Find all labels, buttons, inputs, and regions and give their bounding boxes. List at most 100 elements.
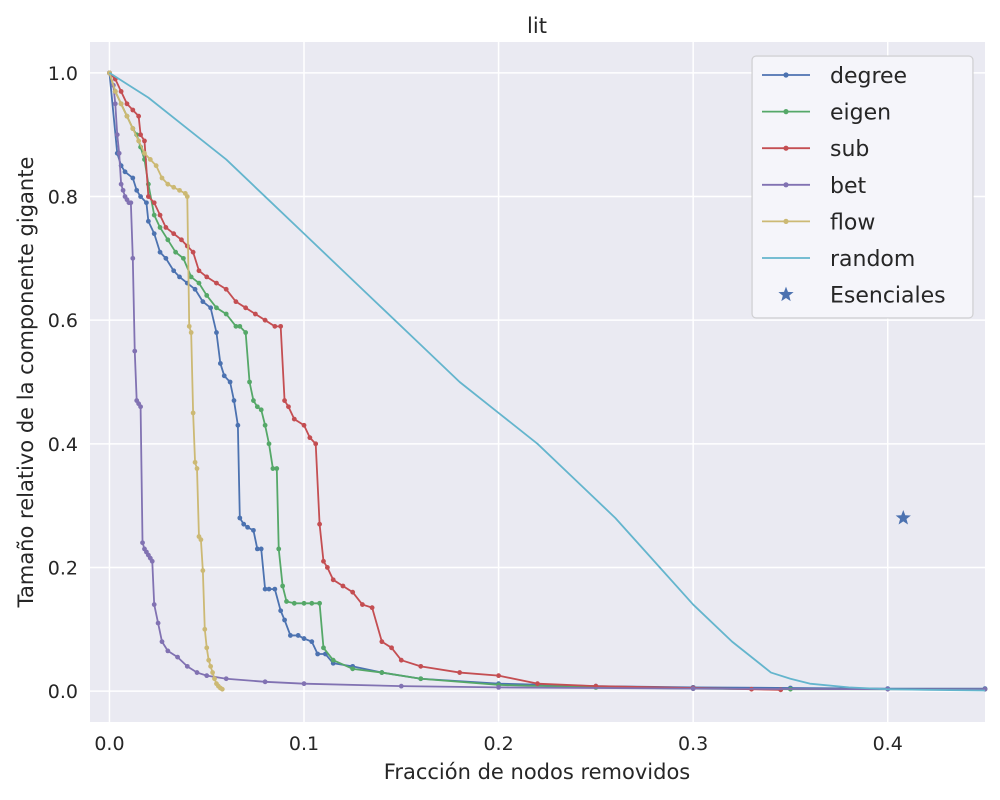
data-point xyxy=(262,679,268,685)
data-point xyxy=(315,651,321,657)
data-point xyxy=(202,626,208,632)
data-point xyxy=(317,600,322,606)
data-point xyxy=(233,299,239,305)
series-line xyxy=(108,72,986,692)
data-point xyxy=(165,648,171,654)
y-tick-label: 0.2 xyxy=(48,557,78,579)
data-point xyxy=(266,586,272,592)
data-point xyxy=(274,466,280,471)
data-point xyxy=(330,657,336,663)
data-point xyxy=(262,317,268,323)
x-tick-label: 0.0 xyxy=(94,733,124,755)
data-point xyxy=(112,101,118,107)
series-esenciales xyxy=(895,510,911,525)
data-point xyxy=(190,249,196,255)
data-point xyxy=(262,586,268,592)
data-point xyxy=(321,558,326,564)
data-point xyxy=(184,663,190,669)
data-point xyxy=(496,684,501,690)
data-point xyxy=(359,602,365,607)
data-point xyxy=(350,666,356,672)
data-point xyxy=(291,416,297,422)
series-sub xyxy=(107,70,784,693)
data-point xyxy=(317,521,322,527)
data-point xyxy=(233,323,239,329)
data-point xyxy=(145,218,151,224)
data-point xyxy=(198,537,204,543)
data-point xyxy=(204,293,210,298)
data-point xyxy=(254,404,260,410)
data-point xyxy=(149,558,155,564)
data-point xyxy=(204,645,210,651)
data-point xyxy=(235,422,241,428)
data-point xyxy=(190,410,196,416)
data-point xyxy=(266,441,272,447)
data-point xyxy=(142,138,147,144)
data-point xyxy=(153,163,159,169)
data-point xyxy=(138,132,143,138)
legend-label: bet xyxy=(830,174,867,199)
data-point xyxy=(145,194,151,199)
data-point xyxy=(243,330,249,335)
data-point xyxy=(122,169,128,175)
data-point xyxy=(237,323,243,329)
data-point xyxy=(134,187,140,193)
data-point xyxy=(282,398,287,403)
data-point xyxy=(163,225,169,230)
data-point xyxy=(379,670,385,675)
data-point xyxy=(301,422,307,428)
data-point xyxy=(204,274,210,280)
data-point xyxy=(398,683,404,689)
legend: degree eigen sub bet flow random Esenciales xyxy=(751,55,974,319)
data-point xyxy=(186,323,192,329)
data-point xyxy=(196,268,202,274)
data-point xyxy=(118,101,124,107)
legend-item: bet xyxy=(762,174,867,199)
data-point xyxy=(173,249,179,255)
series-flow xyxy=(107,70,225,692)
y-tick-label: 0.4 xyxy=(48,434,78,456)
legend-marker xyxy=(783,218,789,224)
data-point xyxy=(214,330,219,335)
data-point xyxy=(350,589,356,595)
data-point xyxy=(278,323,284,329)
data-point xyxy=(262,422,268,428)
data-point xyxy=(120,187,126,193)
data-point xyxy=(171,184,177,190)
data-point xyxy=(286,404,291,410)
data-point xyxy=(284,599,289,604)
x-axis-label: Fracción de nodos removidos xyxy=(384,760,690,784)
data-point xyxy=(138,404,143,410)
data-point xyxy=(136,113,142,119)
data-point xyxy=(177,274,182,280)
data-point xyxy=(252,311,258,317)
legend-label: degree xyxy=(830,64,907,89)
chart-title: lit xyxy=(527,14,547,38)
data-point xyxy=(165,181,171,187)
data-point xyxy=(245,524,251,530)
data-point xyxy=(112,89,118,94)
data-point xyxy=(272,586,278,592)
data-point xyxy=(251,398,256,403)
data-point-star xyxy=(895,510,911,525)
data-point xyxy=(291,600,297,606)
y-tick-labels: 0.0 0.2 0.4 0.6 0.8 1.0 xyxy=(48,63,78,703)
legend-item: flow xyxy=(762,210,875,235)
legend-label: Esenciales xyxy=(830,284,946,309)
data-point xyxy=(130,175,136,181)
data-point xyxy=(188,330,194,335)
data-point xyxy=(535,681,540,687)
data-point xyxy=(179,237,184,243)
y-tick-label: 0.0 xyxy=(48,681,78,703)
data-point xyxy=(280,583,286,589)
data-point xyxy=(223,676,229,682)
data-point xyxy=(241,521,247,527)
data-point xyxy=(276,546,282,552)
data-point xyxy=(159,175,165,181)
data-point xyxy=(254,546,260,552)
data-point xyxy=(288,633,293,638)
data-point xyxy=(496,673,501,679)
data-point xyxy=(258,407,264,413)
y-tick-label: 0.8 xyxy=(48,187,78,209)
